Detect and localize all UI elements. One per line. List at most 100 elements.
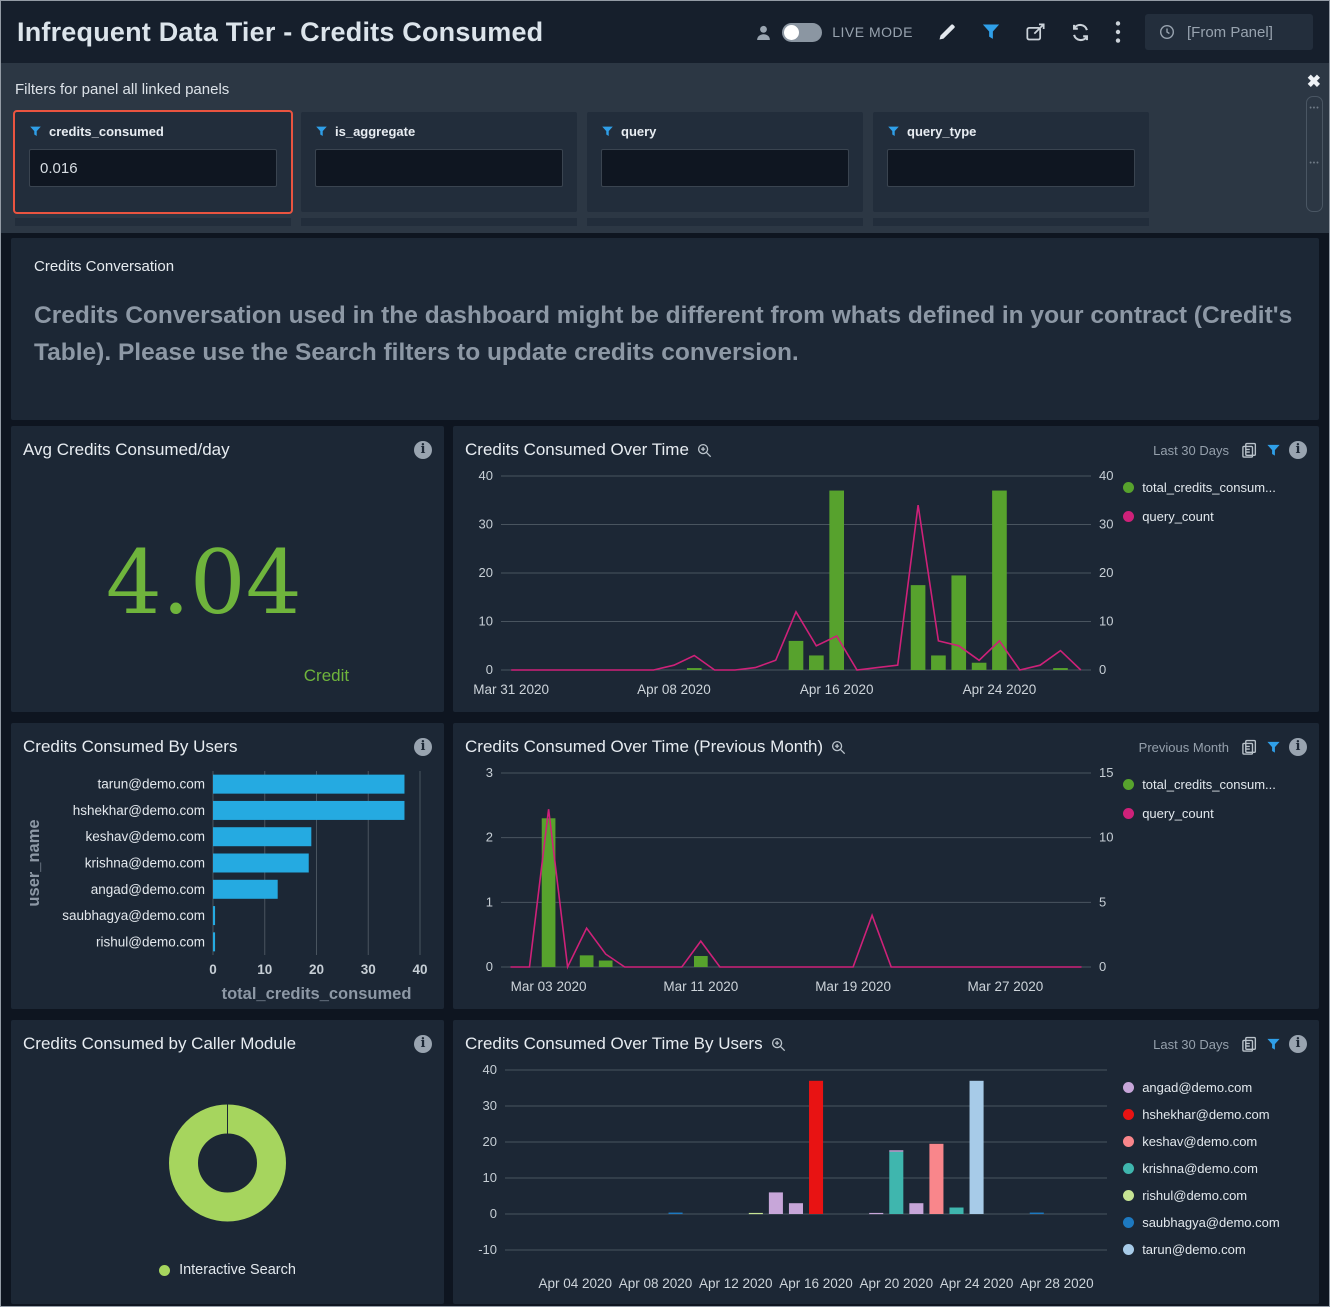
svg-text:20: 20 [483, 1134, 497, 1149]
clock-icon [1159, 24, 1175, 40]
legend-item[interactable]: rishul@demo.com [1123, 1188, 1307, 1203]
legend-dot [1123, 1109, 1135, 1120]
svg-text:0: 0 [486, 662, 493, 677]
svg-text:Apr 20 2020: Apr 20 2020 [860, 1276, 934, 1291]
legend-item[interactable]: keshav@demo.com [1123, 1134, 1307, 1149]
svg-text:0: 0 [209, 962, 217, 977]
edit-icon[interactable] [937, 22, 957, 42]
funnel-icon [315, 125, 328, 138]
svg-text:30: 30 [1099, 517, 1113, 532]
svg-text:3: 3 [486, 765, 493, 780]
filter-icon[interactable] [1266, 1037, 1281, 1052]
svg-text:Mar 03 2020: Mar 03 2020 [511, 979, 587, 994]
svg-text:Mar 19 2020: Mar 19 2020 [815, 979, 891, 994]
zoom-in-icon[interactable] [697, 443, 712, 458]
legend-dot [1123, 511, 1135, 522]
info-icon[interactable]: i [414, 738, 432, 756]
legend-item[interactable]: saubhagya@demo.com [1123, 1215, 1307, 1230]
filter-label: query_type [907, 124, 977, 139]
filters-heading: Filters for panel all linked panels [15, 81, 230, 98]
filter-chip-query: query [587, 112, 863, 212]
filter-icon[interactable] [981, 22, 1001, 42]
svg-text:keshav@demo.com: keshav@demo.com [85, 829, 205, 844]
svg-text:0: 0 [490, 1206, 497, 1221]
user-icon [755, 24, 772, 41]
info-icon[interactable]: i [414, 1035, 432, 1053]
live-mode-control: LIVE MODE [755, 22, 913, 42]
copy-icon[interactable] [1241, 1036, 1258, 1053]
chart-legend: total_credits_consum... query_count [1123, 761, 1307, 999]
panel-over-time-by-users: Credits Consumed Over Time By Users Last… [453, 1020, 1319, 1304]
refresh-icon[interactable] [1070, 22, 1091, 43]
panel-title: Credits Consumed By Users [23, 737, 238, 756]
filter-label: query [621, 124, 657, 139]
svg-text:2: 2 [486, 830, 493, 845]
svg-text:30: 30 [483, 1098, 497, 1113]
live-mode-toggle[interactable] [782, 22, 823, 42]
funnel-icon [601, 125, 614, 138]
share-icon[interactable] [1025, 22, 1046, 43]
info-icon[interactable]: i [1289, 1035, 1307, 1053]
filter-label: credits_consumed [49, 124, 164, 139]
svg-text:Apr 24 2020: Apr 24 2020 [940, 1276, 1014, 1291]
filter-input-is-aggregate[interactable] [315, 149, 563, 187]
filters-scrollbar[interactable]: ••• ••• [1306, 96, 1323, 212]
svg-text:15: 15 [1099, 765, 1113, 780]
donut-chart-caller-module [169, 1104, 286, 1222]
svg-text:10: 10 [1099, 614, 1113, 629]
panel-title: Avg Credits Consumed/day [23, 440, 230, 459]
legend-item[interactable]: hshekhar@demo.com [1123, 1107, 1307, 1122]
filters-panel: Filters for panel all linked panels ✖ cr… [1, 63, 1329, 233]
filter-icon[interactable] [1266, 740, 1281, 755]
info-icon[interactable]: i [414, 441, 432, 459]
svg-text:Apr 24 2020: Apr 24 2020 [963, 682, 1037, 697]
kebab-menu-icon[interactable] [1115, 21, 1121, 43]
legend-dot [159, 1264, 171, 1276]
svg-text:5: 5 [1099, 894, 1106, 909]
legend-item[interactable]: query_count [1123, 509, 1307, 524]
copy-icon[interactable] [1241, 739, 1258, 756]
svg-text:saubhagya@demo.com: saubhagya@demo.com [62, 908, 205, 923]
filter-input-credits-consumed[interactable] [29, 149, 277, 187]
legend-item[interactable]: total_credits_consum... [1123, 480, 1307, 495]
filter-chips-next-row [15, 218, 1315, 226]
filter-label: is_aggregate [335, 124, 416, 139]
legend-dot [1123, 1163, 1135, 1174]
panel-time-range: Previous Month [1138, 739, 1229, 755]
svg-text:40: 40 [479, 468, 493, 483]
zoom-in-icon[interactable] [771, 1037, 786, 1052]
svg-text:10: 10 [1099, 830, 1113, 845]
big-number-unit: Credit [303, 666, 350, 685]
panel-time-range: Last 30 Days [1153, 1036, 1229, 1052]
filter-input-query[interactable] [601, 149, 849, 187]
filter-chip-is-aggregate: is_aggregate [301, 112, 577, 212]
close-icon[interactable]: ✖ [1306, 72, 1321, 91]
info-icon[interactable]: i [1289, 441, 1307, 459]
panel-caller-module: Credits Consumed by Caller Module i Inte… [11, 1020, 444, 1304]
time-range-picker[interactable]: [From Panel] [1145, 14, 1313, 50]
svg-text:Mar 11 2020: Mar 11 2020 [663, 979, 738, 994]
svg-text:user_name: user_name [25, 819, 43, 906]
info-icon[interactable]: i [1289, 738, 1307, 756]
panel-title: Credits Consumed Over Time (Previous Mon… [465, 737, 824, 756]
legend-dot [1123, 1082, 1135, 1093]
copy-icon[interactable] [1241, 442, 1258, 459]
filter-icon[interactable] [1266, 443, 1281, 458]
legend-dot [1123, 808, 1135, 819]
svg-text:10: 10 [479, 614, 493, 629]
filter-input-query-type[interactable] [887, 149, 1135, 187]
hbar-chart-by-users: 0 10 20 30 40 tarun@demo.com hshekhar@demo.com… [25, 771, 428, 1003]
legend-dot [1123, 1244, 1135, 1255]
legend-item[interactable]: angad@demo.com [1123, 1080, 1307, 1095]
legend-item[interactable]: tarun@demo.com [1123, 1242, 1307, 1257]
legend-item[interactable]: krishna@demo.com [1123, 1161, 1307, 1176]
legend-item[interactable]: total_credits_consum... [1123, 777, 1307, 792]
svg-text:Apr 08 2020: Apr 08 2020 [637, 682, 711, 697]
donut-legend[interactable]: Interactive Search [159, 1262, 296, 1278]
zoom-in-icon[interactable] [831, 740, 846, 755]
chart-legend: total_credits_consum... query_count [1123, 464, 1307, 702]
svg-text:20: 20 [309, 962, 324, 977]
legend-item[interactable]: query_count [1123, 806, 1307, 821]
